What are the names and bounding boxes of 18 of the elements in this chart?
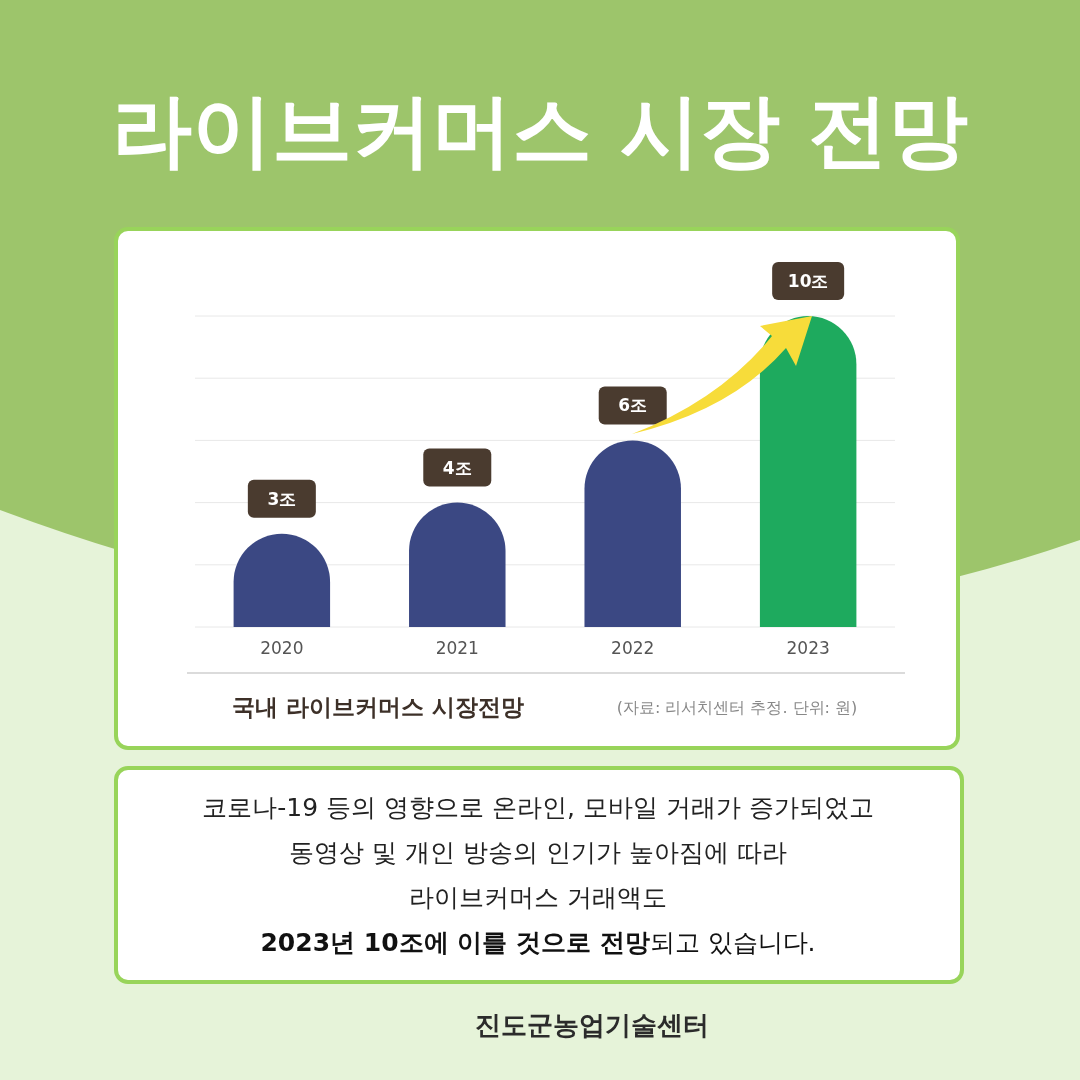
x-tick-label: 2020 [260,638,304,658]
chart-title: 라이브커머스 시장 전망 [112,84,968,177]
x-tick-label: 2022 [611,638,655,658]
text: 진도군농업기술센터 [475,1010,709,1041]
text: 2023년 10조에 이를 것으로 전망 [260,927,650,957]
x-tick-label: 2023 [786,638,830,658]
data-label: 6조 [618,395,648,416]
text: 라이브커머스 거래액도 [409,882,667,912]
data-label: 10조 [787,270,829,291]
text: 코로나-19 등의 영향으로 온라인, 모바일 거래가 증가되었고 [202,792,874,822]
bar [584,440,681,627]
text: 되고 있습니다. [649,927,816,957]
x-tick-label: 2021 [435,638,479,658]
text: 동영상 및 개인 방송의 인기가 높아짐에 따라 [289,837,787,867]
text: 국내 라이브커머스 시장전망 [231,694,525,721]
data-label: 3조 [267,488,297,509]
data-label: 4조 [442,457,472,478]
text: (자료: 리서치센터 추정. 단위: 원) [616,697,858,717]
